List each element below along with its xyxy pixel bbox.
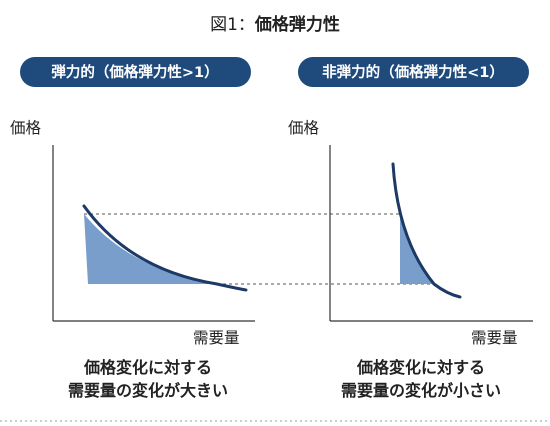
inelastic-badge-label: 非弾力的（価格弾力性<1） <box>322 63 504 81</box>
inelastic-badge: 非弾力的（価格弾力性<1） <box>298 57 529 87</box>
elastic-badge: 弾力的（価格弾力性>1） <box>20 57 251 87</box>
elastic-y-axis-label: 価格 <box>10 119 42 137</box>
inelastic-caption-line-1: 価格変化に対する <box>356 358 485 377</box>
inelastic-demand-curve <box>391 162 462 299</box>
elastic-x-axis-label: 需要量 <box>193 329 240 347</box>
elastic-caption-line-2: 需要量の変化が大きい <box>68 381 228 400</box>
figure-title-main: 価格弾力性 <box>254 14 340 35</box>
inelastic-x-axis-label: 需要量 <box>471 329 518 347</box>
elastic-panel: 価格 需要量 価格変化に対する 需要量の変化が大きい <box>10 119 255 400</box>
inelastic-caption-line-2: 需要量の変化が小さい <box>341 381 501 400</box>
figure-title: 図1：価格弾力性 <box>210 14 340 35</box>
elastic-demand-curve <box>82 204 248 292</box>
elastic-caption-line-1: 価格変化に対する <box>83 358 212 377</box>
elastic-badge-pill <box>20 57 251 87</box>
elastic-badge-label: 弾力的（価格弾力性>1） <box>51 63 218 81</box>
figure-title-prefix: 図1： <box>210 15 255 35</box>
elastic-shaded-region <box>84 214 217 284</box>
inelastic-panel: 価格 需要量 価格変化に対する 需要量の変化が小さい <box>288 119 533 400</box>
inelastic-y-axis-label: 価格 <box>288 119 320 137</box>
inelastic-badge-pill <box>298 57 529 87</box>
inelastic-shaded-region <box>400 214 434 284</box>
